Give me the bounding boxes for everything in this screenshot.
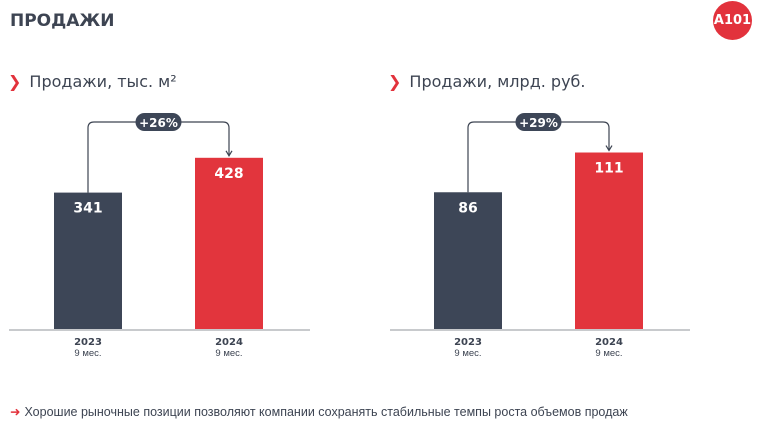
a101-logo: A101 <box>713 1 752 40</box>
chevron-right-icon: ❯ <box>388 72 402 91</box>
category-sublabel: 9 мес. <box>595 348 622 359</box>
data-label: 86 <box>458 200 477 216</box>
bar-2023 <box>434 192 502 329</box>
data-label: 111 <box>594 161 623 177</box>
growth-label: +29% <box>519 116 558 130</box>
growth-label: +26% <box>139 116 178 130</box>
bar-2024 <box>195 157 263 329</box>
category-label: 2024 <box>215 337 243 348</box>
growth-badge <box>515 113 562 131</box>
chart-2-title: ❯ Продажи, млрд. руб. <box>388 72 586 91</box>
data-label: 341 <box>73 201 102 217</box>
arrow-down-icon <box>605 145 613 152</box>
chevron-right-icon: ❯ <box>8 72 22 91</box>
category-label: 2023 <box>74 337 102 348</box>
arrow-right-icon: ➜ <box>10 405 21 419</box>
growth-badge <box>135 113 182 131</box>
footer-note: ➜ Хорошие рыночные позиции позволяют комп… <box>10 405 628 419</box>
data-label: 428 <box>214 166 243 182</box>
bar-2024 <box>575 152 643 329</box>
bar-2023 <box>54 192 122 329</box>
page-title: ПРОДАЖИ <box>10 11 115 31</box>
category-label: 2023 <box>454 337 482 348</box>
category-sublabel: 9 мес. <box>215 348 242 359</box>
chart-1-title: ❯ Продажи, тыс. м² <box>8 72 177 91</box>
category-sublabel: 9 мес. <box>454 348 481 359</box>
category-label: 2024 <box>595 337 623 348</box>
category-sublabel: 9 мес. <box>74 348 101 359</box>
arrow-down-icon <box>225 150 233 157</box>
